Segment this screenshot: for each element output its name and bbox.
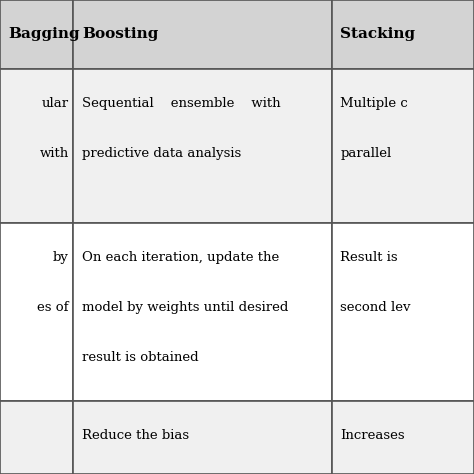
Text: On each iteration, update the

model by weights until desired

result is obtaine: On each iteration, update the model by w…: [82, 251, 288, 364]
Text: ular

with: ular with: [39, 97, 69, 160]
Bar: [73, 223, 332, 401]
Text: Sequential    ensemble    with

predictive data analysis: Sequential ensemble with predictive data…: [82, 97, 281, 160]
Bar: [332, 0, 474, 69]
Bar: [73, 69, 332, 223]
Bar: [0, 69, 73, 223]
Bar: [73, 401, 332, 474]
Bar: [73, 0, 332, 69]
Bar: [0, 223, 73, 401]
Text: Reduce the bias: Reduce the bias: [82, 429, 189, 442]
Text: Increases: Increases: [340, 429, 405, 442]
Bar: [0, 401, 73, 474]
Bar: [332, 223, 474, 401]
Bar: [0, 0, 73, 69]
Text: by

es of: by es of: [37, 251, 69, 314]
Bar: [332, 401, 474, 474]
Text: Boosting: Boosting: [82, 27, 158, 41]
Text: Result is

second lev: Result is second lev: [340, 251, 411, 314]
Text: Stacking: Stacking: [340, 27, 415, 41]
Text: Bagging: Bagging: [9, 27, 80, 41]
Bar: [332, 69, 474, 223]
Text: Multiple c

parallel: Multiple c parallel: [340, 97, 408, 160]
